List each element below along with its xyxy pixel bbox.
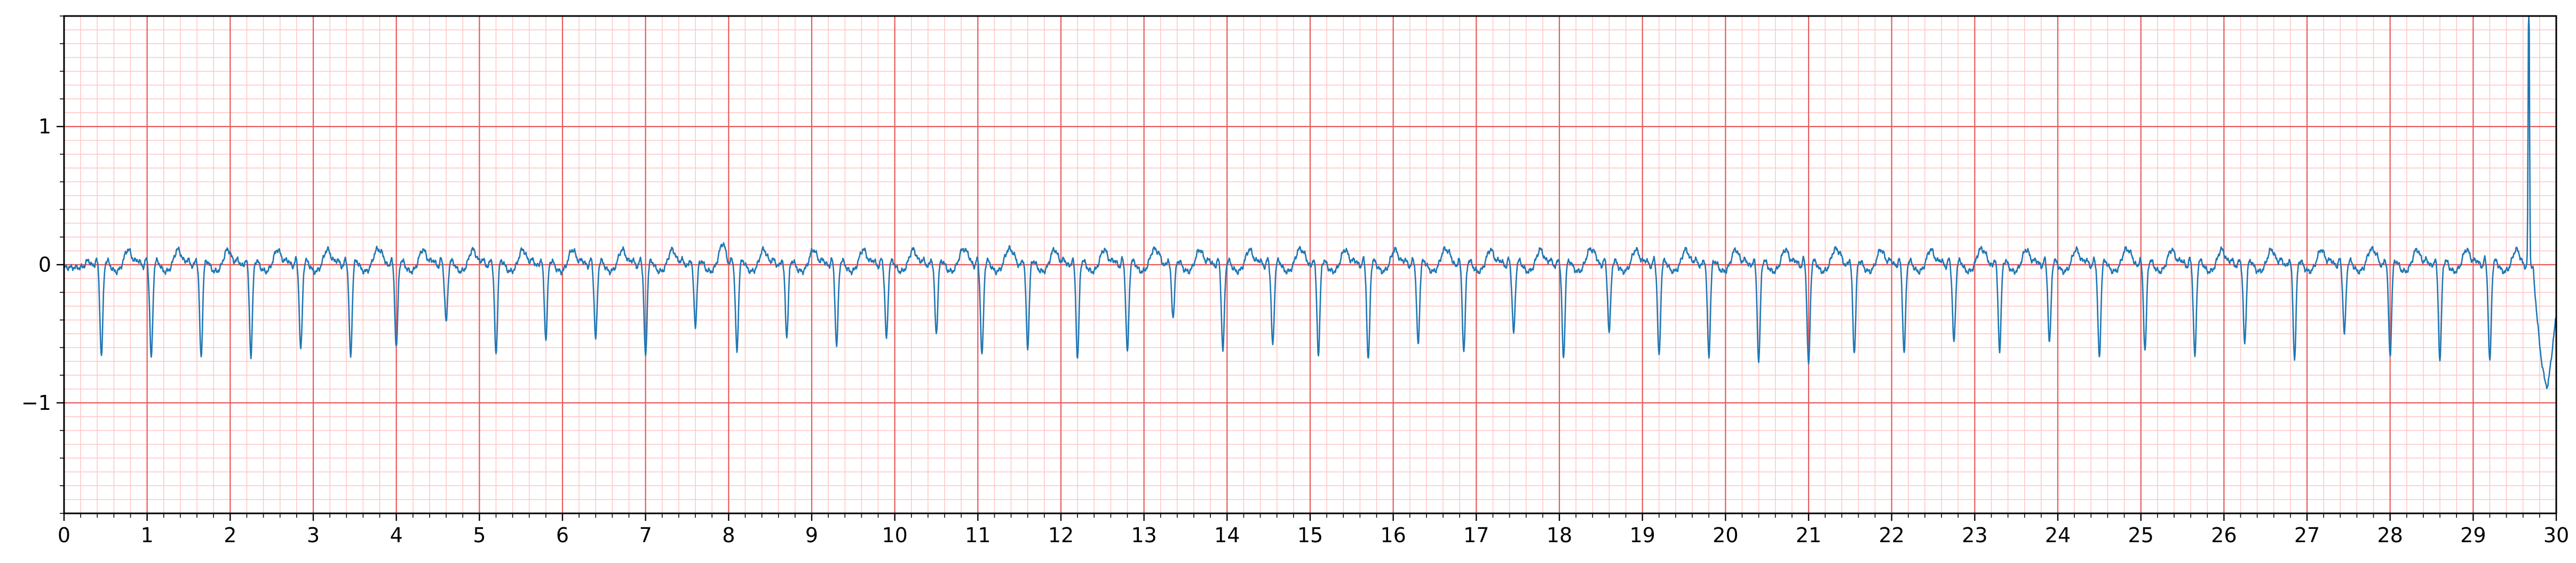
y-axis: −1 0 1 <box>21 15 64 514</box>
x-tick-label: 11 <box>965 524 990 547</box>
x-tick-label: 24 <box>2045 524 2071 547</box>
x-tick-label: 4 <box>390 524 403 547</box>
x-tick-label: 15 <box>1297 524 1323 547</box>
x-tick-label: 19 <box>1629 524 1655 547</box>
x-tick-label: 26 <box>2211 524 2237 547</box>
ecg-trace-layer <box>64 15 2557 390</box>
x-tick-label: 25 <box>2128 524 2153 547</box>
ecg-trace <box>64 15 2557 390</box>
x-tick-label: 0 <box>58 524 70 547</box>
y-tick-label: 1 <box>38 115 51 138</box>
x-tick-label: 23 <box>1962 524 1987 547</box>
x-tick-label: 16 <box>1380 524 1406 547</box>
y-tick-label: −1 <box>21 391 51 415</box>
x-tick-label: 13 <box>1131 524 1156 547</box>
x-tick-label: 27 <box>2294 524 2320 547</box>
x-tick-label: 29 <box>2460 524 2486 547</box>
x-tick-label: 7 <box>639 524 652 547</box>
x-tick-label: 22 <box>1879 524 1904 547</box>
x-tick-label: 17 <box>1463 524 1489 547</box>
x-tick-label: 1 <box>141 524 154 547</box>
x-tick-label: 20 <box>1713 524 1738 547</box>
x-tick-label: 5 <box>473 524 486 547</box>
x-tick-label: 28 <box>2377 524 2403 547</box>
x-tick-label: 6 <box>556 524 569 547</box>
x-tick-label: 9 <box>805 524 818 547</box>
x-tick-label: 21 <box>1796 524 1821 547</box>
x-tick-label: 12 <box>1048 524 1074 547</box>
y-tick-label: 0 <box>38 253 51 276</box>
x-tick-label: 10 <box>882 524 907 547</box>
x-axis: 0 1 2 3 4 5 6 7 8 9 10 11 12 13 14 15 16 17 18 19 20 21 22 23 24… <box>58 513 2569 547</box>
x-tick-label: 2 <box>224 524 236 547</box>
x-tick-label: 3 <box>307 524 320 547</box>
x-tick-label: 8 <box>722 524 735 547</box>
x-tick-label: 18 <box>1547 524 1572 547</box>
x-tick-label: 14 <box>1214 524 1240 547</box>
x-tick-label: 30 <box>2543 524 2569 547</box>
